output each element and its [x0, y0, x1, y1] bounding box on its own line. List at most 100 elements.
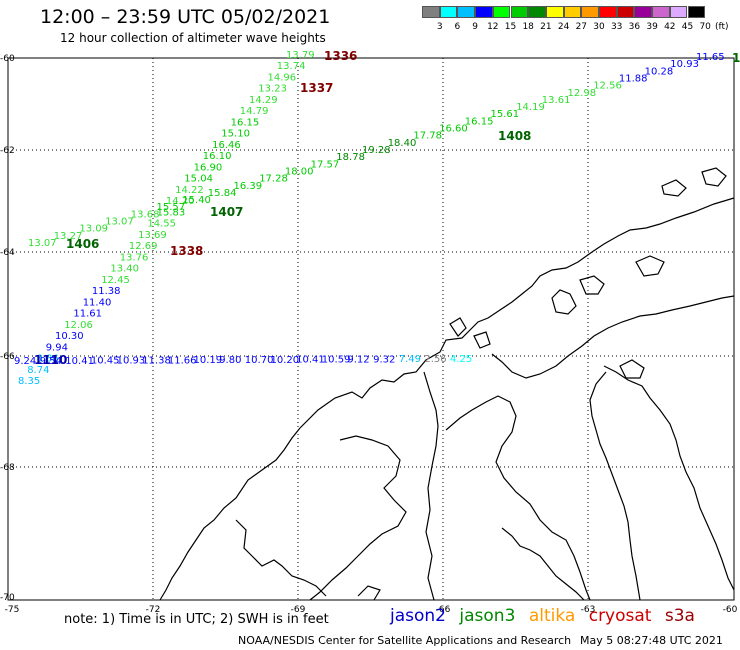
- swh-value: 19.28: [362, 145, 391, 156]
- swh-value: 13.69: [138, 230, 167, 241]
- swh-value: 13.27: [54, 231, 83, 242]
- swh-value: 9.24: [14, 356, 36, 367]
- scale-swatch: [457, 6, 476, 18]
- swh-value: 17.57: [311, 159, 340, 170]
- swh-value: 9.54: [40, 356, 62, 367]
- swh-value: 10.30: [55, 331, 84, 342]
- map-title: 12:00 – 23:59 UTC 05/02/2021: [40, 6, 331, 28]
- generated-timestamp: May 5 08:27:48 UTC 2021: [580, 634, 723, 647]
- swh-value: 11.38: [92, 286, 121, 297]
- scale-label: 21: [540, 22, 552, 32]
- coastline: [159, 167, 735, 601]
- map-subtitle: 12 hour collection of altimeter wave hei…: [60, 31, 326, 45]
- scale-label: 24: [557, 22, 570, 32]
- lon-label: -69: [291, 605, 306, 615]
- swh-value: 13.09: [79, 224, 108, 235]
- swh-value: 11.61: [73, 309, 102, 320]
- swh-value: 12.69: [129, 241, 158, 252]
- swh-value: 10.70: [245, 355, 274, 366]
- latitude-labels: -60 -62 -64 -66 -68 -70: [0, 54, 15, 603]
- credit-line: NOAA/NESDIS Center for Satellite Applica…: [238, 634, 572, 647]
- scale-unit: (ft): [715, 22, 729, 32]
- lat-label: -66: [0, 352, 15, 362]
- lat-label: -62: [0, 146, 15, 156]
- swh-value: 14.20: [166, 196, 195, 207]
- swh-value: 15.04: [184, 174, 213, 185]
- swh-value: 16.60: [439, 124, 468, 135]
- swh-value: 9.80: [219, 355, 241, 366]
- swh-value: 16.10: [203, 151, 232, 162]
- scale-swatch: [599, 6, 617, 18]
- lon-label: -63: [581, 605, 596, 615]
- swh-value: 14.96: [268, 73, 297, 84]
- swh-value: 10.45: [91, 356, 120, 367]
- scale-swatch: [616, 6, 635, 18]
- swh-value: 14.19: [516, 102, 545, 113]
- swh-value: 10.41: [296, 355, 325, 366]
- swh-value: 15.61: [491, 109, 520, 120]
- jason2-track: 9.24 9.54 10.4110.4510.9311.3811.6610.199.…: [14, 354, 472, 367]
- pass-label: 1: [732, 51, 740, 65]
- swh-value: 10.20: [271, 355, 300, 366]
- pass-label: 1406: [66, 237, 99, 251]
- cryosat-track: 13.7913.7414.9613.2314.2914.7916.1515.10…: [18, 50, 315, 387]
- pass-label: 1408: [498, 129, 531, 143]
- graticule: [8, 58, 734, 600]
- swh-value: 14.29: [249, 95, 278, 106]
- swh-value: 13.23: [258, 84, 287, 95]
- lat-label: -68: [0, 463, 15, 473]
- swh-value: 12.45: [101, 275, 130, 286]
- legend-cryosat: cryosat: [588, 606, 652, 626]
- jason3-track: 11.6510.9310.2811.8812.5612.9813.6114.19…: [28, 52, 725, 249]
- scale-label: 9: [472, 22, 478, 32]
- swh-value: 12.98: [568, 88, 597, 99]
- scale-label: 30: [593, 22, 605, 32]
- legend-s3a: s3a: [664, 606, 695, 626]
- scale-swatch: [581, 6, 599, 18]
- swh-value: 16.39: [234, 181, 263, 192]
- swh-value: 11.88: [619, 74, 648, 85]
- swh-value: 13.07: [105, 217, 134, 228]
- swh-value: 18.00: [285, 167, 314, 178]
- swh-value: 10.19: [194, 355, 223, 366]
- longitude-labels: -75 -72 -69 -66 -63 -60: [5, 605, 738, 615]
- swh-value: 10.93: [117, 356, 146, 367]
- swh-value: 9.12: [347, 355, 369, 366]
- scale-label: 27: [575, 22, 588, 32]
- pass-label: 1337: [300, 81, 333, 95]
- swh-value: 11.38: [142, 355, 171, 366]
- lat-label: -64: [0, 248, 15, 258]
- swh-value: 13.74: [277, 61, 306, 72]
- swh-value: 13.07: [28, 238, 57, 249]
- swh-value: 11.40: [83, 297, 112, 308]
- swh-value: 13.79: [286, 50, 315, 61]
- scale-label: 15: [504, 22, 517, 32]
- swh-value: 13.40: [110, 264, 139, 275]
- scale-swatch: [563, 6, 582, 18]
- swh-value: 18.40: [388, 138, 417, 149]
- swh-value: 17.28: [259, 174, 288, 185]
- swh-value: 9.94: [46, 342, 68, 353]
- swh-value: 15.10: [221, 129, 250, 140]
- map-frame: [7, 57, 735, 601]
- swh-value: 7.49: [399, 354, 421, 365]
- swh-value: 8.74: [27, 365, 49, 376]
- scale-label: 36: [628, 22, 641, 32]
- lon-label: -66: [436, 605, 451, 615]
- swh-value: 12.56: [593, 81, 622, 92]
- swh-value: 4.25: [450, 354, 472, 365]
- pass-label: 1407: [210, 205, 243, 219]
- lon-label: -60: [723, 605, 738, 615]
- scale-label: 3: [436, 22, 443, 32]
- footer-note: note: 1) Time is in UTC; 2) SWH is in fe…: [64, 612, 329, 627]
- legend-altika: altika: [528, 606, 576, 626]
- swh-value: 11.65: [696, 52, 725, 63]
- pass-labels: 1336 1337 1338 1406 1407 1408 1110 1: [34, 49, 740, 367]
- swh-value: 13.76: [120, 252, 149, 263]
- scale-swatch: [634, 6, 653, 18]
- swh-value: 15.40: [182, 195, 211, 206]
- scale-swatch: [669, 6, 688, 18]
- scale-swatch: [439, 6, 458, 18]
- scale-swatch: [652, 6, 670, 18]
